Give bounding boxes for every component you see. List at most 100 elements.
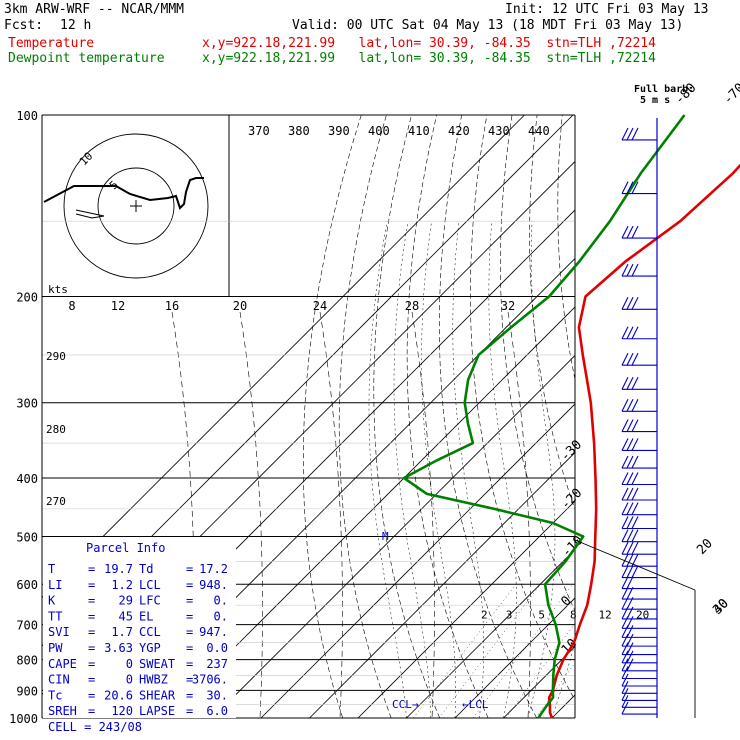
parcel-row-value: 0	[126, 673, 133, 687]
right-isotherm-label: 20	[694, 536, 716, 558]
parcel-row-key: PW	[48, 641, 63, 655]
wind-barb	[621, 127, 657, 141]
barb-flag	[626, 642, 634, 655]
hodograph-trace	[43, 177, 204, 210]
barb-legend-title: Full barb:	[634, 84, 695, 95]
barb-legend-units: 5 m s	[640, 95, 671, 106]
barb-flag	[631, 225, 639, 239]
parcel-row-key2: SWEAT	[139, 657, 175, 671]
barb-flag	[626, 225, 634, 239]
barb-flag	[631, 541, 639, 555]
speed-ring-label: 8	[68, 299, 75, 313]
parcel-row-key: TT	[48, 609, 62, 623]
parcel-row-key2: LFC	[139, 594, 161, 608]
barb-flag	[626, 502, 634, 515]
isotherm-line	[42, 115, 525, 599]
barb-flag	[631, 326, 639, 339]
parcel-row-eq2: =	[186, 609, 193, 623]
barb-flag	[621, 586, 629, 600]
parcel-row-eq: =	[88, 704, 95, 718]
mixing-ratio-label: 20	[636, 609, 649, 622]
barb-flag	[626, 529, 634, 542]
right-isotherm-label: 10	[559, 636, 581, 658]
barb-flag	[626, 181, 634, 194]
wind-barb	[621, 516, 657, 530]
mixing-ratio-label: 12	[598, 609, 611, 622]
pressure-label: 700	[16, 619, 38, 633]
speed-ring-label: 12	[111, 299, 125, 313]
barb-flag	[626, 263, 634, 277]
parcel-row-value2: 0.	[214, 594, 228, 608]
pressure-label: 900	[16, 684, 38, 698]
mixing-ratio-label: 5	[538, 609, 545, 622]
lcl-marker: ←LCL	[462, 698, 489, 711]
moist-adiabat	[576, 221, 659, 718]
moist-adiabat	[601, 221, 732, 718]
right-isotherm-label: -30	[558, 437, 585, 464]
barb-flag	[626, 625, 634, 638]
barb-flag	[621, 625, 629, 638]
barb-flag	[631, 565, 639, 578]
wind-barb	[621, 181, 657, 195]
pressure-label: 600	[16, 578, 38, 592]
barb-flag	[621, 225, 629, 239]
isotherm-line	[260, 403, 575, 718]
isotherm-line	[503, 645, 575, 718]
wind-barb	[621, 502, 657, 516]
m-marker: M	[382, 530, 389, 543]
dewpoint-line	[402, 114, 686, 719]
storm-motion-marker	[75, 209, 105, 219]
parcel-row-key: CAPE	[48, 657, 77, 671]
barb-flag	[621, 472, 629, 485]
barb-flag	[631, 487, 639, 501]
direction-label: 280	[46, 423, 66, 436]
parcel-row-value: 19.7	[104, 562, 133, 576]
dry-adiabat	[439, 115, 537, 718]
parcel-row-eq: =	[88, 625, 95, 639]
parcel-row-eq2: =	[186, 578, 193, 592]
parcel-row-key: K	[48, 594, 56, 608]
parcel-row-key: Tc	[48, 688, 62, 702]
theta-label: 410	[408, 124, 430, 138]
temperature-legend-label: Temperature	[8, 36, 95, 51]
parcel-row-value2: 947.	[199, 625, 228, 639]
pressure-label: 400	[16, 472, 38, 486]
barb-flag	[626, 399, 634, 412]
wind-barb	[621, 377, 657, 390]
mixing-ratio-line	[574, 717, 575, 718]
parcel-row-key2: LCL	[139, 578, 161, 592]
pressure-label: 200	[16, 291, 38, 305]
init-time: Init: 12 UTC Fri 03 May 13	[505, 2, 709, 17]
parcel-row-value: 0	[126, 657, 133, 671]
wind-barb	[621, 225, 657, 239]
barb-flag	[626, 650, 634, 664]
wind-barb	[621, 666, 657, 680]
parcel-row-eq2: =	[186, 704, 193, 718]
dry-adiabat	[713, 115, 740, 718]
dry-adiabat	[338, 115, 392, 718]
moist-adiabat	[488, 221, 517, 718]
parcel-row-key: LI	[48, 578, 62, 592]
model-title: 3km ARW-WRF -- NCAR/MMM	[4, 2, 185, 17]
barb-flag	[631, 352, 639, 366]
barb-flag	[621, 681, 629, 694]
speed-ring-label: 24	[313, 299, 327, 313]
barb-flag	[631, 438, 639, 451]
barb-flag	[621, 688, 629, 701]
speed-ring-arc	[171, 311, 195, 718]
wind-barb	[621, 553, 657, 567]
wind-barb	[621, 326, 657, 340]
temperature-line	[547, 163, 740, 719]
wind-barb	[621, 297, 657, 310]
theta-label: 390	[328, 124, 350, 138]
wind-barb	[621, 399, 657, 412]
barb-flag	[621, 419, 629, 432]
parcel-row-eq2: =	[186, 625, 193, 639]
isotherm-line	[698, 115, 740, 718]
dry-adiabat	[406, 115, 489, 718]
dry-adiabat	[663, 115, 740, 718]
barb-flag	[626, 658, 634, 672]
barb-flag	[621, 606, 629, 620]
top-isotherm-label: -70	[721, 81, 740, 108]
